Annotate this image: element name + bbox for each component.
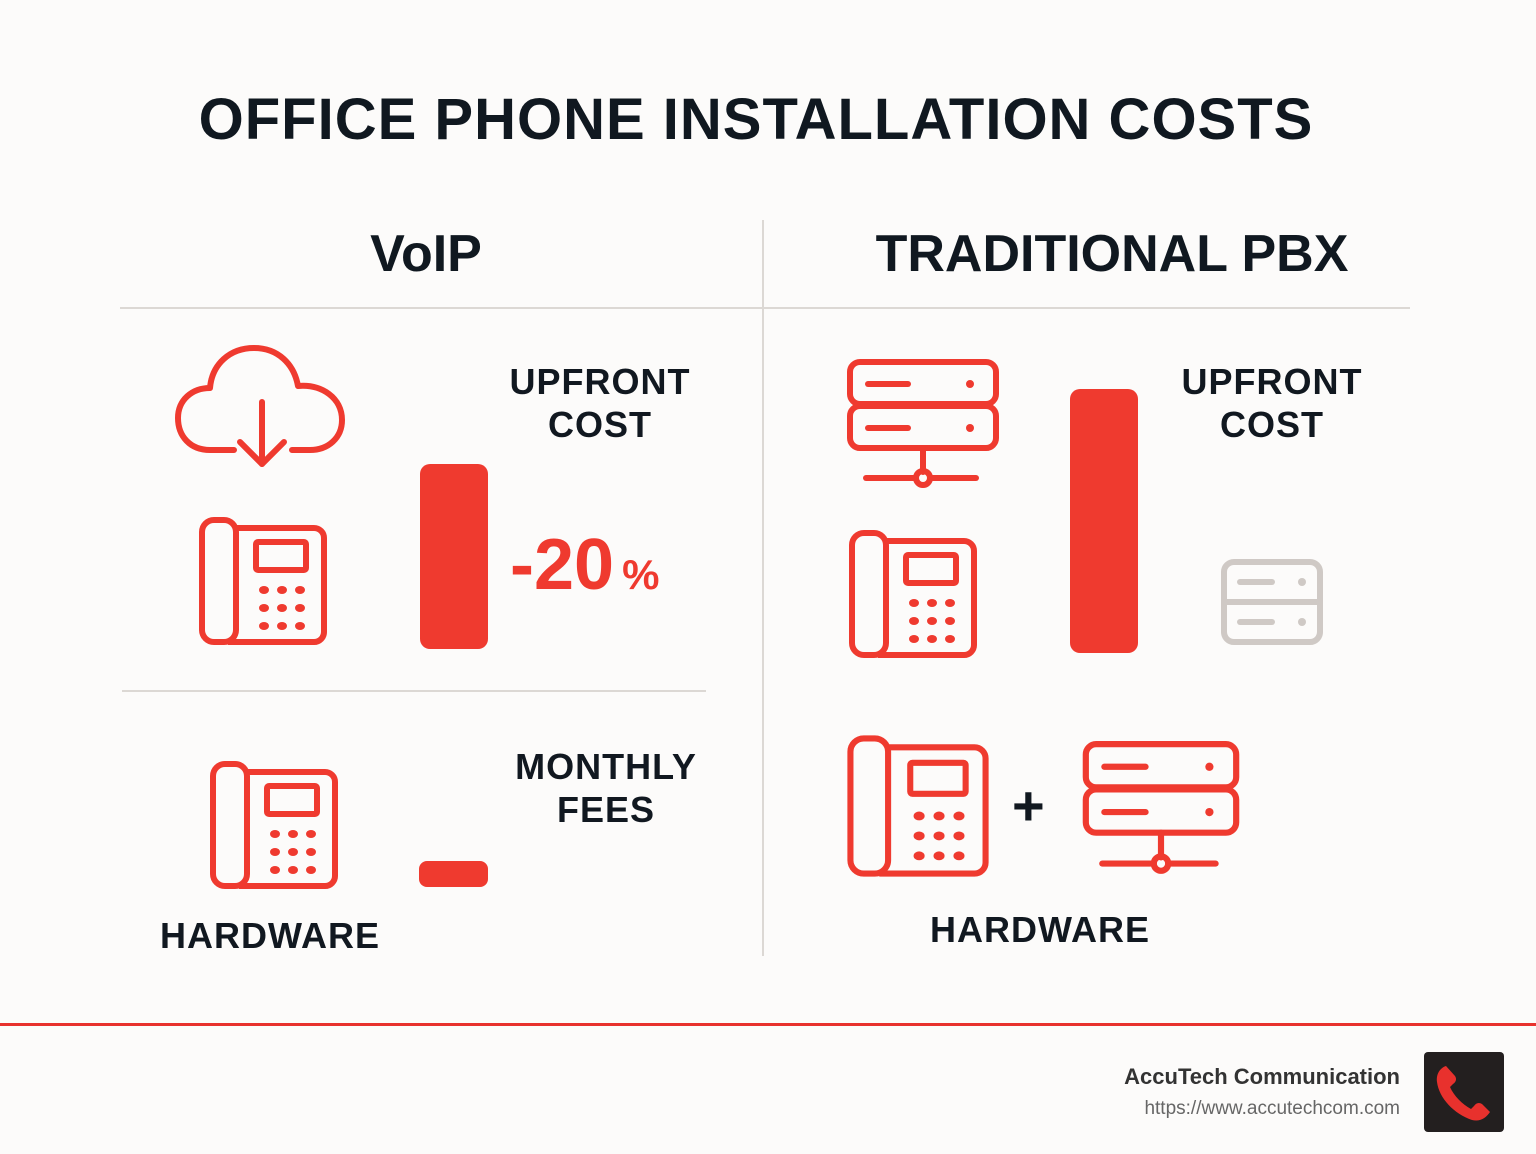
desk-phone-icon (198, 516, 328, 646)
voip-monthly-bar (419, 861, 488, 887)
desk-phone-icon (846, 734, 990, 878)
plus-sign: + (1012, 774, 1045, 837)
phone-handset-icon (1436, 1066, 1490, 1121)
company-name: AccuTech Communication (1124, 1064, 1400, 1089)
voip-monthly-label: MONTHLY FEES (515, 746, 697, 830)
server-network-icon (846, 358, 1000, 492)
pbx-upfront-label: UPFRONT COST (1181, 361, 1363, 445)
voip-upfront-label: UPFRONT COST (509, 361, 691, 445)
server-gray-icon (1220, 558, 1324, 646)
brand-block: AccuTech Communication https://www.accut… (1124, 1064, 1400, 1120)
voip-heading: VoIP (370, 225, 482, 283)
server-network-icon (1080, 740, 1242, 878)
pbx-upfront-bar (1070, 389, 1138, 653)
voip-section-divider (122, 690, 706, 692)
column-divider (762, 220, 764, 956)
company-logo (1424, 1052, 1504, 1132)
header-divider (120, 307, 1410, 309)
voip-reduction: -20% (510, 525, 660, 605)
footer-divider (0, 1023, 1536, 1026)
cloud-download-icon (174, 344, 350, 472)
desk-phone-icon (208, 760, 340, 890)
voip-upfront-bar (420, 464, 488, 649)
company-url[interactable]: https://www.accutechcom.com (1144, 1098, 1400, 1119)
voip-hardware-label: HARDWARE (160, 915, 380, 956)
pbx-hardware-label: HARDWARE (930, 909, 1150, 950)
pbx-heading: TRADITIONAL PBX (875, 225, 1349, 283)
page-title: OFFICE PHONE INSTALLATION COSTS (198, 87, 1314, 152)
desk-phone-icon (848, 528, 978, 660)
